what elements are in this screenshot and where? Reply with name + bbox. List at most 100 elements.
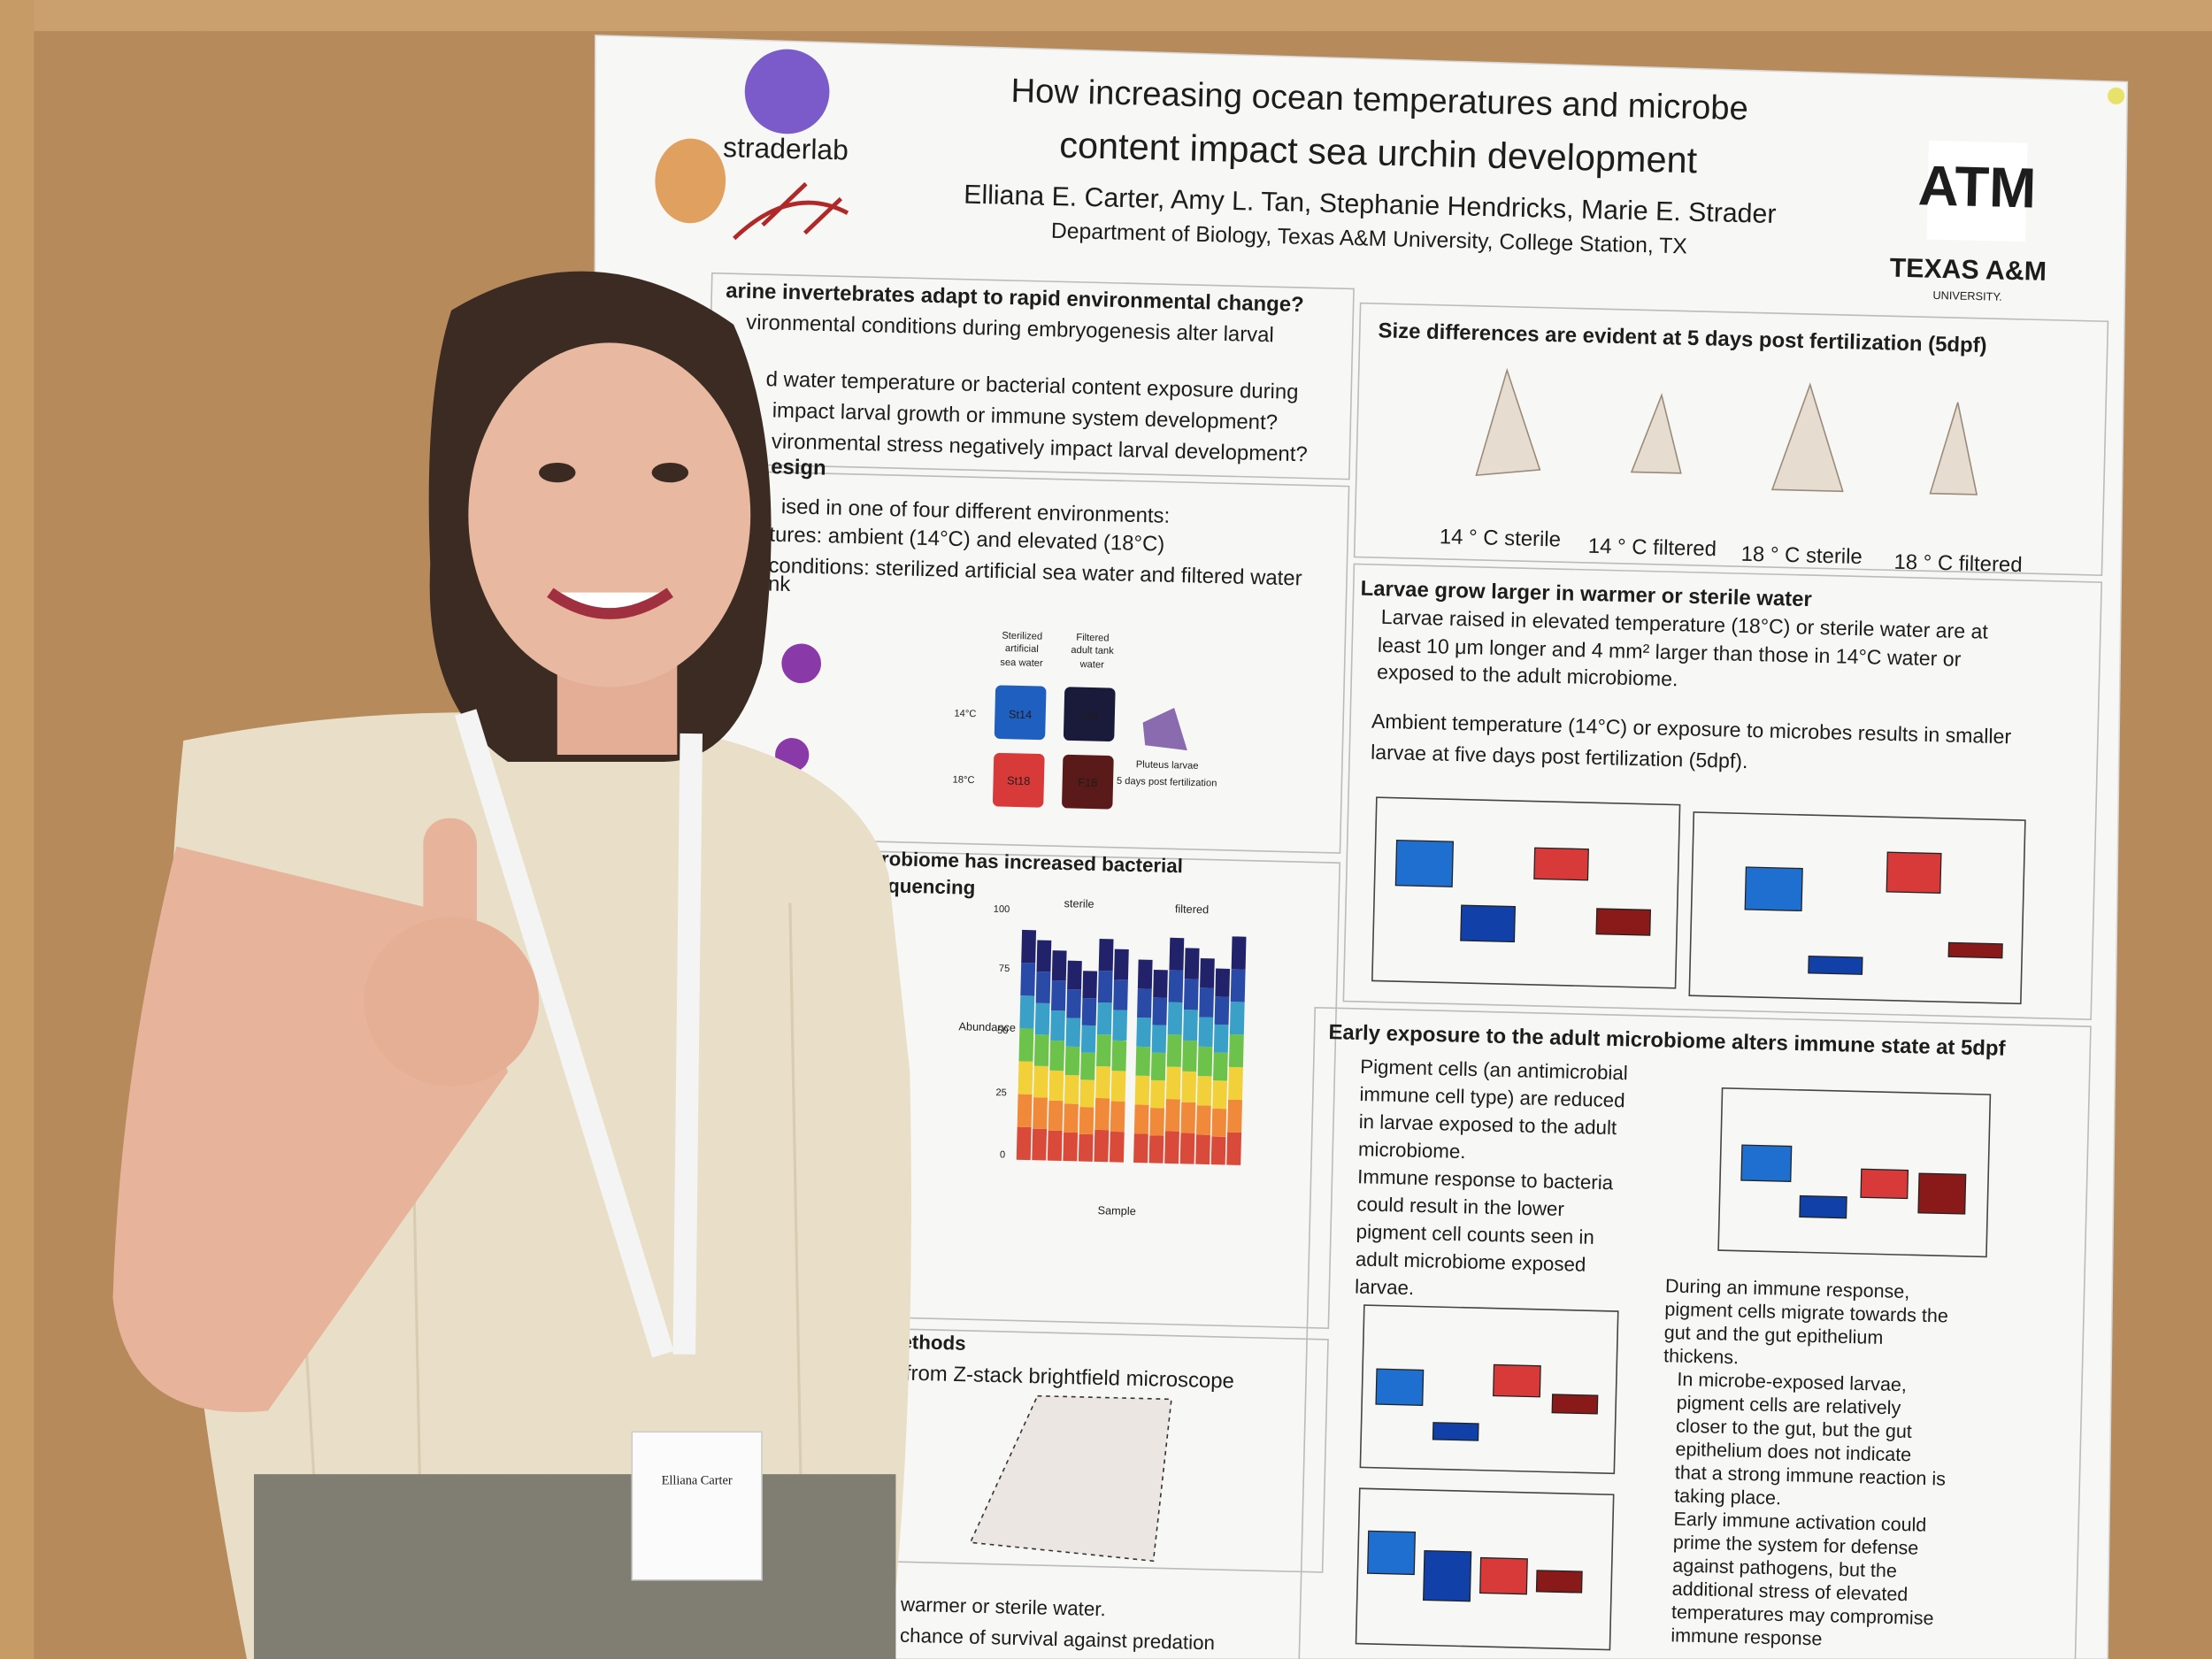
- body-text: could result in the lower: [1356, 1193, 1565, 1220]
- box-image: [1432, 1422, 1479, 1441]
- diagram-label: water: [1079, 659, 1104, 671]
- bar-segment-image: [1183, 1010, 1198, 1041]
- bar-segment-image: [1113, 949, 1129, 980]
- bar-segment-image: [1080, 1025, 1096, 1053]
- bar-segment-image: [1048, 1100, 1064, 1132]
- diagram-label: 14°C: [954, 709, 976, 720]
- bar-segment-image: [1152, 997, 1168, 1025]
- chart-image-label: 50: [997, 1025, 1009, 1036]
- bar-segment-image: [1184, 948, 1200, 979]
- image-label: 18 ° C filtered: [1893, 550, 2023, 578]
- box-image: [1808, 955, 1863, 975]
- bar-segment-image: [1094, 1129, 1110, 1163]
- bar-segment-image: [1168, 970, 1184, 1003]
- bar-segment-image: [1020, 963, 1036, 996]
- bar-segment-image: [1032, 1128, 1048, 1161]
- box-image: [1423, 1549, 1472, 1602]
- bar-segment-image: [1081, 998, 1097, 1026]
- box-image: [1366, 1530, 1417, 1576]
- bar-segment-image: [1164, 1131, 1179, 1164]
- box-image: [1744, 866, 1803, 912]
- bar-segment-image: [1109, 1131, 1125, 1163]
- box-image: [1886, 851, 1942, 894]
- bar-segment-image: [1212, 1080, 1227, 1110]
- bar-segment-image: [1033, 1034, 1049, 1066]
- bar-segment-image: [1050, 1010, 1065, 1041]
- chart-image-label: filtered: [1175, 902, 1210, 916]
- name-badge: [631, 1431, 763, 1581]
- bar-segment-image: [1153, 970, 1168, 998]
- box-image: [1535, 1570, 1583, 1594]
- bar-segment-image: [1050, 980, 1066, 1011]
- lanyard: [454, 709, 703, 1358]
- bar-segment-image: [1111, 1040, 1127, 1071]
- chart-image-label: 25: [995, 1087, 1007, 1098]
- pushpin: [2108, 87, 2125, 104]
- tamu-name: UNIVERSITY.: [1932, 288, 2002, 303]
- box-image: [1860, 1168, 1909, 1200]
- bar-segment-image: [1149, 1108, 1165, 1136]
- badge-name: Elliana Carter: [662, 1473, 733, 1487]
- bar-segment-image: [1097, 971, 1113, 1003]
- diagram-label: 18°C: [952, 775, 974, 787]
- bar-segment-image: [1227, 1099, 1242, 1133]
- bar-segment-image: [1183, 979, 1199, 1010]
- panel-heading: quencing: [887, 874, 976, 898]
- bar-segment-image: [1066, 989, 1082, 1018]
- chart-image-label: Sample: [1097, 1203, 1136, 1217]
- bar-segment-image: [1047, 1130, 1063, 1161]
- bar-segment-image: [1215, 968, 1231, 997]
- panel: [1298, 1006, 2092, 1659]
- bar-segment-image: [1180, 1102, 1196, 1133]
- box-image: [1460, 904, 1517, 943]
- diagram-label: Pluteus larvae: [1136, 759, 1199, 772]
- bar-segment-image: [1018, 1028, 1034, 1062]
- bar-segment-image: [1150, 1052, 1166, 1081]
- panel: [1353, 302, 2109, 576]
- bar-segment-image: [1016, 1126, 1032, 1161]
- larva-photo: [1630, 392, 1682, 474]
- bar-segment-image: [1213, 1024, 1229, 1053]
- bar-segment-image: [1113, 979, 1128, 1010]
- larva-icon: [1142, 707, 1187, 751]
- image-label: 14 ° C filtered: [1588, 534, 1717, 562]
- jellyfish-logo: [655, 138, 726, 224]
- diagram-label: Sterilized: [1002, 631, 1042, 642]
- bar-segment-image: [1080, 1052, 1095, 1080]
- bar-segment-image: [1067, 960, 1082, 990]
- bar-segment-image: [1036, 940, 1052, 972]
- chart-image-label: 0: [1000, 1149, 1006, 1160]
- bar-segment-image: [1167, 1002, 1183, 1035]
- boxplot-frame: [1359, 1304, 1619, 1475]
- bar-segment-image: [1179, 1133, 1195, 1164]
- box-image: [1493, 1363, 1541, 1398]
- bar-segment-image: [1214, 996, 1230, 1025]
- bar-segment-image: [1035, 972, 1051, 1003]
- bar-segment-image: [1034, 1002, 1050, 1035]
- method-larva: [969, 1394, 1172, 1563]
- bar-segment-image: [1228, 1033, 1244, 1068]
- bar-segment-image: [1049, 1040, 1065, 1071]
- diagram-label: 5 days post fertilization: [1117, 776, 1217, 789]
- bar-segment-image: [1033, 1097, 1048, 1130]
- bar-segment-image: [1195, 1134, 1210, 1165]
- box-image: [1947, 941, 2003, 959]
- bar-segment-image: [1210, 1136, 1226, 1165]
- panel: [1342, 563, 2103, 1021]
- bar-segment-image: [1136, 1018, 1151, 1048]
- bar-segment-image: [1182, 1040, 1197, 1072]
- bar-segment-image: [1148, 1135, 1164, 1164]
- bar-segment-image: [1199, 987, 1214, 1018]
- bar-segment-image: [1229, 1002, 1245, 1035]
- bar-chart-image: [1016, 929, 1247, 1165]
- tamu-name: TEXAS A&M: [1889, 254, 2047, 287]
- eye: [651, 462, 689, 483]
- bar-segment-image: [1019, 995, 1035, 1029]
- boxplot-frame: [1355, 1487, 1615, 1651]
- bar-segment-image: [1166, 1034, 1182, 1067]
- box-image: [1533, 847, 1589, 881]
- lab-logo: straderlab: [723, 131, 849, 165]
- bar-segment-image: [1231, 936, 1247, 970]
